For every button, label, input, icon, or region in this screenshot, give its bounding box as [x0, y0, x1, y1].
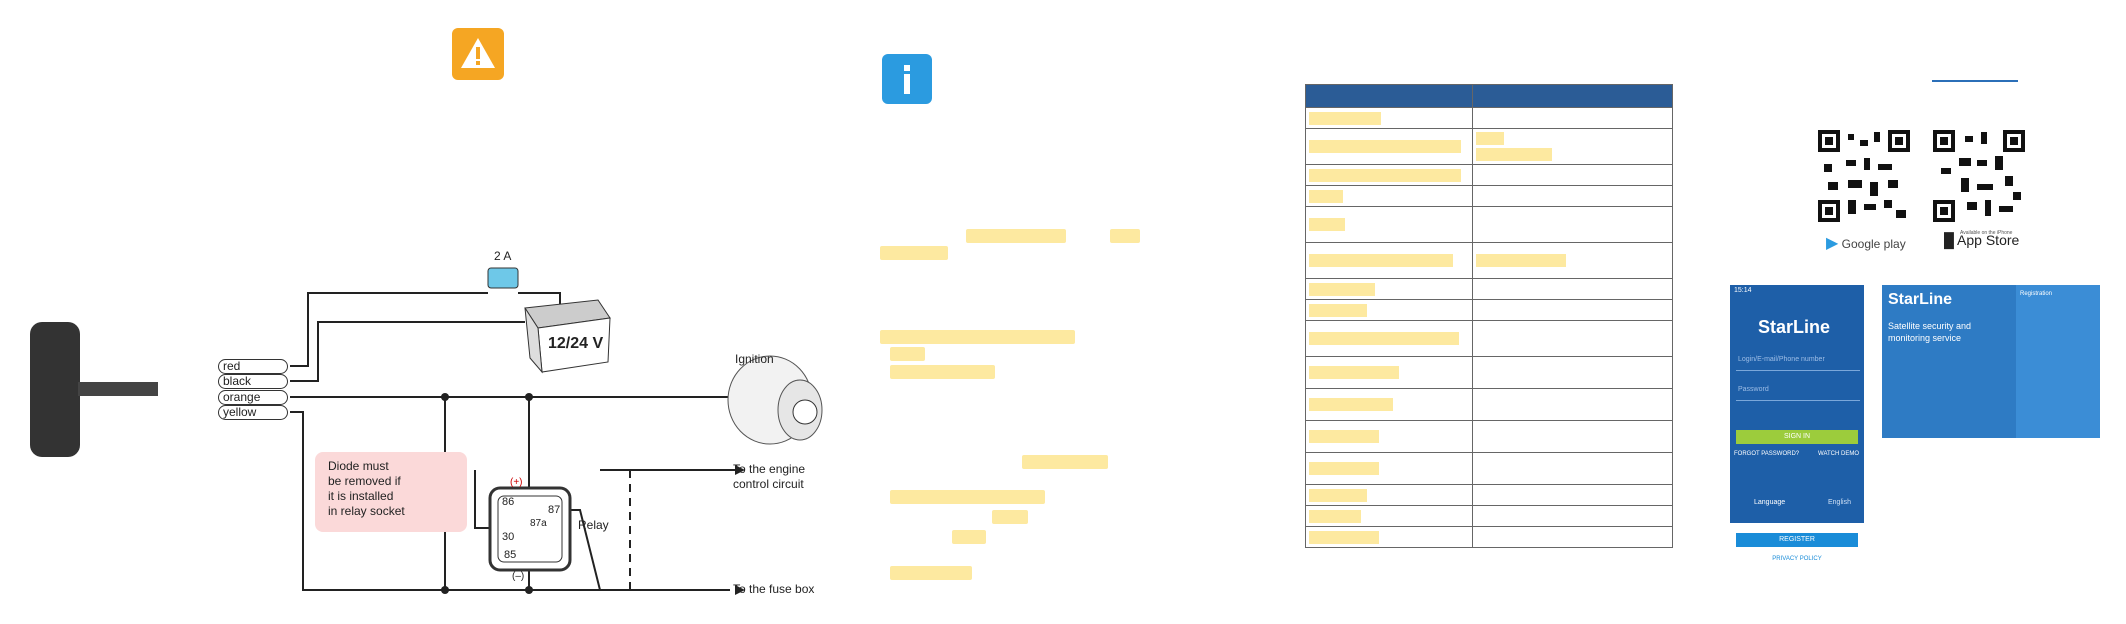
- qr-code-google-play: [1818, 130, 1910, 222]
- ignition-label: Ignition: [735, 352, 774, 366]
- registration-panel: Registration: [2016, 285, 2100, 438]
- engine-label-2: control circuit: [733, 477, 804, 491]
- info-icon: [882, 54, 932, 104]
- table-row: [1305, 526, 1673, 548]
- table-row: [1305, 320, 1673, 357]
- diode-note-3: it is installed: [328, 489, 394, 503]
- relay-minus: (–): [512, 571, 525, 582]
- highlight-line: [890, 365, 995, 379]
- app-logo: StarLine: [1758, 317, 1831, 337]
- ignition-switch: [727, 355, 823, 445]
- fuse: [487, 267, 519, 289]
- table-row: [1305, 206, 1673, 243]
- apple-icon: █: [1944, 232, 1954, 248]
- wire-label-red: red: [218, 359, 288, 374]
- table-row: [1305, 107, 1673, 129]
- table-header-row: [1305, 84, 1673, 108]
- highlight-line: [890, 566, 972, 580]
- table-row: [1305, 420, 1673, 453]
- language-value[interactable]: English: [1828, 499, 1851, 506]
- register-button[interactable]: REGISTER: [1736, 533, 1858, 547]
- highlight-line: [1022, 455, 1108, 469]
- fusebox-label: To the fuse box: [733, 582, 815, 596]
- relay-pin-87: 87: [548, 504, 561, 516]
- wire-label-black: black: [218, 374, 288, 389]
- battery: [524, 299, 611, 374]
- table-row: [1305, 278, 1673, 300]
- privacy-policy-link[interactable]: PRIVACY POLICY: [1772, 556, 1822, 562]
- relay-pin-87a: 87a: [530, 518, 547, 529]
- device-body: [30, 322, 80, 457]
- relay-pin-30: 30: [502, 531, 515, 543]
- highlight-line: [880, 246, 948, 260]
- forgot-password-link[interactable]: FORGOT PASSWORD?: [1734, 451, 1800, 457]
- language-label: Language: [1754, 499, 1786, 506]
- device-cable: [78, 382, 158, 396]
- highlight-line: [992, 510, 1028, 524]
- relay-pin-85: 85: [504, 549, 517, 561]
- battery-label: 12/24 V: [548, 335, 604, 352]
- password-field[interactable]: Password: [1736, 380, 1860, 401]
- table-row: [1305, 452, 1673, 485]
- wiring-diagram: [30, 267, 823, 595]
- sign-in-button[interactable]: SIGN IN: [1736, 430, 1858, 444]
- engine-label-1: To the engine: [733, 462, 806, 476]
- status-time: 15:14: [1734, 287, 1752, 294]
- table-row: [1305, 484, 1673, 506]
- qr-code-app-store: [1933, 130, 2025, 222]
- diode-note-box: [315, 452, 467, 532]
- highlight-line: [890, 347, 925, 361]
- relay: [488, 486, 572, 572]
- phone-app-screenshot: 15:14 StarLine Login/E-mail/Phone number…: [1730, 285, 1864, 523]
- highlight-line: [952, 530, 986, 544]
- table-row: [1305, 505, 1673, 527]
- web-app-screenshot: StarLine Satellite security and monitori…: [1882, 285, 2100, 438]
- table-row: [1305, 242, 1673, 279]
- phone-bottom-panel: REGISTER PRIVACY POLICY: [1730, 523, 1864, 593]
- wire-label-orange: orange: [218, 390, 288, 405]
- watch-demo-link[interactable]: WATCH DEMO: [1818, 451, 1859, 457]
- play-store-icon: ▶: [1826, 235, 1839, 252]
- highlight-line: [890, 490, 1045, 504]
- diode-note-2: be removed if: [328, 474, 401, 488]
- google-play-badge[interactable]: ▶ Google play: [1826, 235, 1906, 252]
- table-row: [1305, 356, 1673, 389]
- web-tagline-2: monitoring service: [1888, 333, 1962, 343]
- relay-label: Relay: [578, 518, 609, 532]
- table-row: [1305, 128, 1673, 165]
- warning-icon: [452, 28, 504, 80]
- table-row: [1305, 388, 1673, 421]
- table-row: [1305, 299, 1673, 321]
- fuse-label: 2 A: [494, 249, 512, 263]
- link-underline: [1932, 80, 2018, 82]
- app-store-small-text: Available on the iPhone: [1960, 230, 2013, 236]
- table-row: [1305, 164, 1673, 186]
- app-store-badge[interactable]: █ App Store: [1944, 232, 2020, 248]
- diode-note-4: in relay socket: [328, 504, 405, 518]
- web-logo: StarLine: [1888, 291, 1953, 308]
- relay-plus: (+): [510, 477, 523, 488]
- table-row: [1305, 185, 1673, 207]
- login-field[interactable]: Login/E-mail/Phone number: [1736, 350, 1860, 371]
- highlight-line: [1110, 229, 1140, 243]
- spec-table: [1305, 84, 1673, 548]
- diode-note-1: Diode must: [328, 459, 389, 473]
- registration-title: Registration: [2020, 291, 2053, 297]
- highlight-line: [966, 229, 1066, 243]
- relay-pin-86: 86: [502, 496, 515, 508]
- wire-label-yellow: yellow: [218, 405, 288, 420]
- web-tagline-1: Satellite security and: [1888, 321, 1972, 331]
- highlight-line: [880, 330, 1075, 344]
